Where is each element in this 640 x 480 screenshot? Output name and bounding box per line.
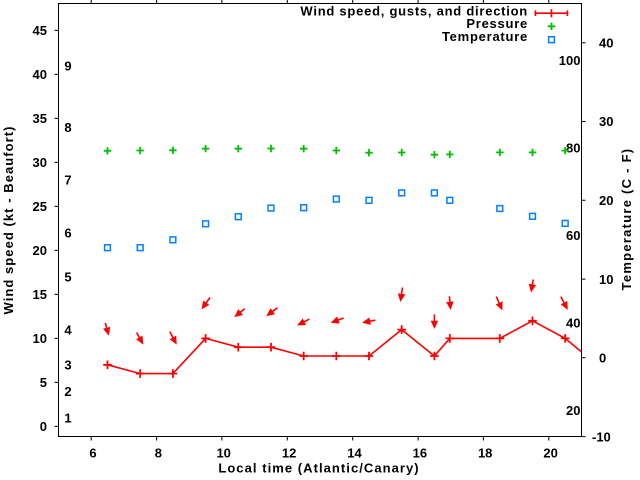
- svg-text:30: 30: [33, 155, 47, 170]
- svg-text:20: 20: [33, 243, 47, 258]
- svg-text:30: 30: [599, 114, 613, 129]
- svg-text:1: 1: [64, 410, 71, 425]
- svg-text:35: 35: [33, 111, 47, 126]
- svg-text:3: 3: [64, 358, 71, 373]
- svg-text:45: 45: [33, 23, 47, 38]
- svg-text:60: 60: [566, 228, 580, 243]
- svg-text:8: 8: [155, 446, 162, 461]
- svg-text:6: 6: [89, 446, 96, 461]
- svg-text:16: 16: [413, 446, 427, 461]
- svg-text:0: 0: [40, 419, 47, 434]
- svg-text:5: 5: [64, 270, 71, 285]
- svg-text:4: 4: [64, 322, 72, 337]
- svg-text:2: 2: [64, 384, 71, 399]
- svg-text:80: 80: [566, 140, 580, 155]
- svg-text:15: 15: [33, 287, 47, 302]
- svg-text:20: 20: [566, 403, 580, 418]
- svg-text:9: 9: [64, 58, 71, 73]
- svg-text:-10: -10: [592, 429, 611, 444]
- svg-text:14: 14: [347, 446, 362, 461]
- svg-text:10: 10: [216, 446, 230, 461]
- svg-text:Pressure: Pressure: [466, 16, 528, 31]
- svg-text:12: 12: [282, 446, 296, 461]
- svg-text:18: 18: [478, 446, 492, 461]
- svg-text:6: 6: [64, 226, 71, 241]
- svg-text:Temperature (C - F): Temperature (C - F): [619, 148, 634, 291]
- svg-text:Local time (Atlantic/Canary): Local time (Atlantic/Canary): [218, 461, 419, 476]
- svg-text:Wind speed (kt - Beaufort): Wind speed (kt - Beaufort): [1, 126, 16, 315]
- svg-text:40: 40: [599, 36, 613, 51]
- svg-text:8: 8: [64, 120, 71, 135]
- svg-text:40: 40: [33, 67, 47, 82]
- svg-text:10: 10: [33, 331, 47, 346]
- svg-text:25: 25: [33, 199, 47, 214]
- svg-text:Temperature: Temperature: [442, 29, 528, 44]
- svg-text:40: 40: [566, 315, 580, 330]
- svg-text:0: 0: [599, 351, 606, 366]
- svg-text:10: 10: [599, 272, 613, 287]
- svg-text:Wind speed, gusts, and directi: Wind speed, gusts, and direction: [300, 3, 528, 18]
- svg-text:20: 20: [543, 446, 557, 461]
- svg-text:7: 7: [64, 173, 71, 188]
- svg-text:20: 20: [599, 193, 613, 208]
- svg-text:5: 5: [40, 375, 47, 390]
- svg-text:100: 100: [559, 53, 581, 68]
